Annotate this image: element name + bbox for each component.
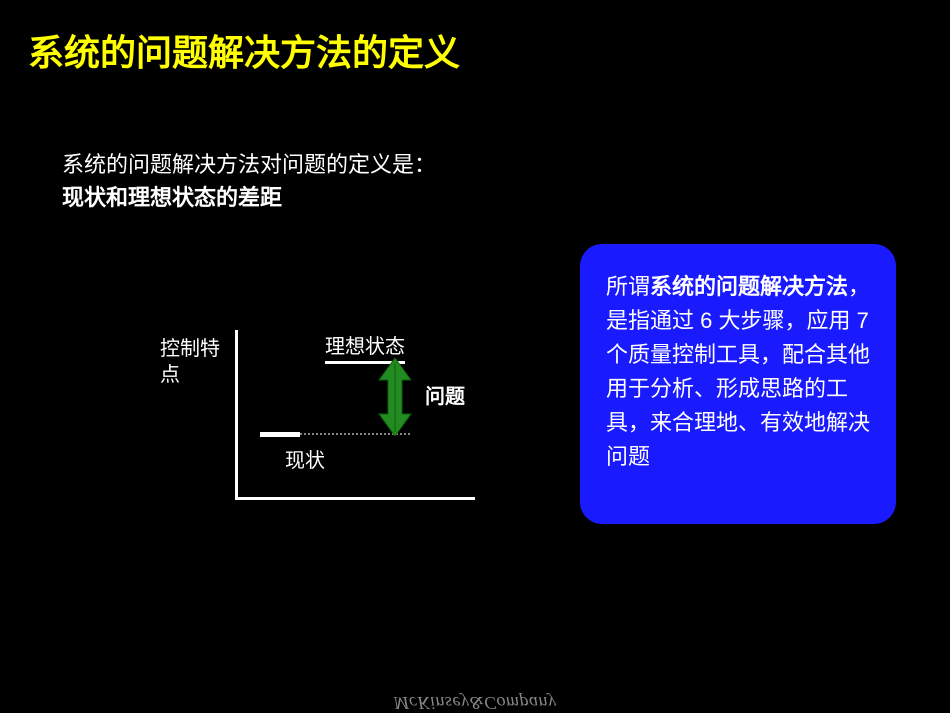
callout-prefix: 所谓 [606, 274, 650, 299]
current-state-label: 现状 [285, 444, 325, 473]
current-state-tick [260, 432, 300, 437]
x-axis [235, 497, 475, 500]
gap-chart: 控制特点 理想状态 现状 问题 [160, 330, 480, 530]
subtitle-line2: 现状和理想状态的差距 [62, 181, 436, 214]
gap-label: 问题 [425, 380, 465, 409]
slide-title: 系统的问题解决方法的定义 [28, 24, 460, 76]
footer-logo: McKinsey&Company [394, 692, 557, 713]
y-axis [235, 330, 238, 500]
definition-callout: 所谓系统的问题解决方法，是指通过 6 大步骤，应用 7 个质量控制工具，配合其他… [580, 244, 896, 524]
subtitle-line1: 系统的问题解决方法对问题的定义是： [62, 148, 436, 181]
gap-arrow-icon [375, 358, 415, 441]
y-axis-label: 控制特点 [160, 336, 230, 388]
subtitle-block: 系统的问题解决方法对问题的定义是： 现状和理想状态的差距 [62, 148, 436, 214]
callout-rest: ，是指通过 6 大步骤，应用 7 个质量控制工具，配合其他用于分析、形成思路的工… [606, 274, 870, 469]
callout-bold: 系统的问题解决方法 [650, 274, 848, 299]
